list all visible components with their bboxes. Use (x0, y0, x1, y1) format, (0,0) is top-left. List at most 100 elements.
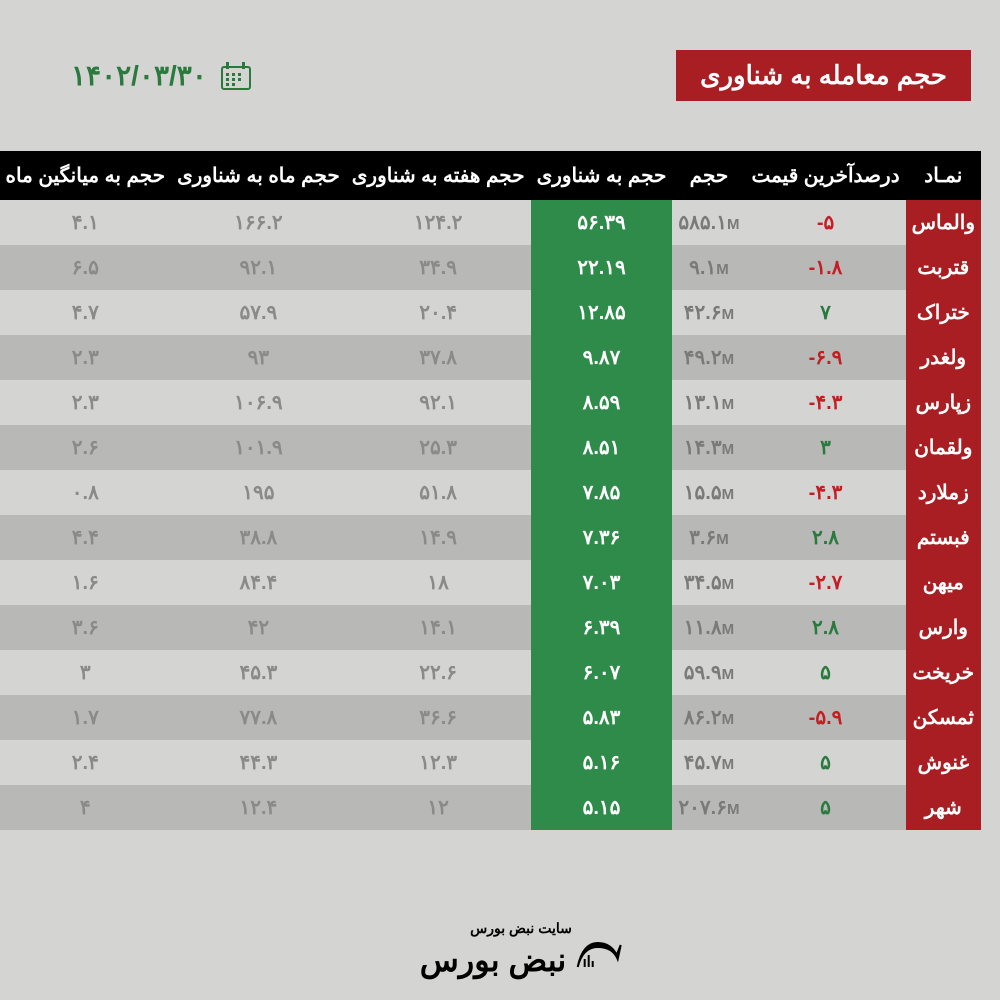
date-display: ۱۴۰۲/۰۳/۳۰ (50, 59, 230, 92)
cell-ratio: ۸.۵۱ (510, 425, 652, 470)
col-vol: حجم (651, 151, 724, 200)
table-row: غنوش۵۴۵.۷M۵.۱۶۱۲.۳۴۴.۳۲.۴ (0, 740, 960, 785)
table-row: ولقمان۳۱۴.۳M۸.۵۱۲۵.۳۱۰۱.۹۲.۶ (0, 425, 960, 470)
table-row: والماس-۵۵۸۵.۱M۵۶.۳۹۱۲۴.۲۱۶۶.۲۴.۱ (0, 200, 960, 245)
cell-month: ۷۷.۸ (150, 695, 325, 740)
cell-week: ۲۰.۴ (325, 290, 510, 335)
cell-ratio: ۵.۱۵ (510, 785, 652, 830)
cell-pct: ۳ (724, 425, 884, 470)
cell-avg: ۴.۴ (0, 515, 150, 560)
cell-pct: ۲.۸ (724, 605, 884, 650)
footer: سایت نبض بورس نبض بورس (399, 920, 602, 980)
cell-avg: ۶.۵ (0, 245, 150, 290)
cell-ratio: ۶.۳۹ (510, 605, 652, 650)
cell-pct: -۲.۷ (724, 560, 884, 605)
page-title: حجم معامله به شناوری (655, 50, 950, 101)
col-avg: حجم به میانگین ماه (0, 151, 150, 200)
cell-ratio: ۶.۰۷ (510, 650, 652, 695)
calendar-icon (200, 62, 230, 90)
cell-vol: ۵۸۵.۱M (651, 200, 724, 245)
cell-symbol: میهن (885, 560, 960, 605)
cell-symbol: ولقمان (885, 425, 960, 470)
cell-symbol: خریخت (885, 650, 960, 695)
bull-icon (551, 939, 601, 980)
cell-month: ۱۲.۴ (150, 785, 325, 830)
cell-month: ۹۲.۱ (150, 245, 325, 290)
cell-vol: ۴۹.۲M (651, 335, 724, 380)
cell-week: ۱۸ (325, 560, 510, 605)
cell-symbol: والماس (885, 200, 960, 245)
cell-week: ۱۲ (325, 785, 510, 830)
cell-pct: -۴.۳ (724, 470, 884, 515)
cell-month: ۱۶۶.۲ (150, 200, 325, 245)
cell-avg: ۲.۳ (0, 335, 150, 380)
footer-logo: نبض بورس (399, 939, 602, 980)
cell-month: ۱۰۶.۹ (150, 380, 325, 425)
cell-vol: ۲۰۷.۶M (651, 785, 724, 830)
cell-ratio: ۷.۸۵ (510, 470, 652, 515)
cell-week: ۲۲.۶ (325, 650, 510, 695)
cell-avg: ۲.۴ (0, 740, 150, 785)
cell-month: ۳۸.۸ (150, 515, 325, 560)
cell-symbol: زپارس (885, 380, 960, 425)
cell-week: ۵۱.۸ (325, 470, 510, 515)
cell-month: ۹۳ (150, 335, 325, 380)
data-table: نمـاد درصدآخرین قیمت حجم حجم به شناوری ح… (0, 151, 960, 830)
table-row: زپارس-۴.۳۱۳.۱M۸.۵۹۹۲.۱۱۰۶.۹۲.۳ (0, 380, 960, 425)
cell-week: ۱۲۴.۲ (325, 200, 510, 245)
cell-vol: ۳.۶M (651, 515, 724, 560)
cell-ratio: ۵۶.۳۹ (510, 200, 652, 245)
cell-week: ۱۴.۹ (325, 515, 510, 560)
cell-ratio: ۵.۸۳ (510, 695, 652, 740)
cell-ratio: ۷.۰۳ (510, 560, 652, 605)
table-row: قتربت-۱.۸۹.۱M۲۲.۱۹۳۴.۹۹۲.۱۶.۵ (0, 245, 960, 290)
cell-ratio: ۱۲.۸۵ (510, 290, 652, 335)
cell-avg: ۴.۱ (0, 200, 150, 245)
cell-pct: ۵ (724, 650, 884, 695)
col-symbol: نمـاد (885, 151, 960, 200)
cell-week: ۲۵.۳ (325, 425, 510, 470)
cell-pct: ۲.۸ (724, 515, 884, 560)
cell-week: ۱۲.۳ (325, 740, 510, 785)
cell-week: ۱۴.۱ (325, 605, 510, 650)
table-row: ختراک۷۴۲.۶M۱۲.۸۵۲۰.۴۵۷.۹۴.۷ (0, 290, 960, 335)
cell-vol: ۱۱.۸M (651, 605, 724, 650)
cell-symbol: ختراک (885, 290, 960, 335)
cell-avg: ۲.۳ (0, 380, 150, 425)
cell-month: ۴۵.۳ (150, 650, 325, 695)
cell-ratio: ۲۲.۱۹ (510, 245, 652, 290)
cell-avg: ۴ (0, 785, 150, 830)
cell-symbol: غنوش (885, 740, 960, 785)
cell-symbol: زملارد (885, 470, 960, 515)
cell-week: ۹۲.۱ (325, 380, 510, 425)
cell-avg: ۴.۷ (0, 290, 150, 335)
cell-month: ۸۴.۴ (150, 560, 325, 605)
cell-pct: ۷ (724, 290, 884, 335)
cell-avg: ۱.۷ (0, 695, 150, 740)
cell-pct: -۵ (724, 200, 884, 245)
cell-vol: ۹.۱M (651, 245, 724, 290)
cell-month: ۱۰۱.۹ (150, 425, 325, 470)
cell-symbol: فبستم (885, 515, 960, 560)
cell-ratio: ۸.۵۹ (510, 380, 652, 425)
cell-vol: ۱۳.۱M (651, 380, 724, 425)
footer-brand: نبض بورس (399, 941, 546, 979)
cell-vol: ۱۵.۵M (651, 470, 724, 515)
cell-week: ۳۷.۸ (325, 335, 510, 380)
cell-month: ۱۹۵ (150, 470, 325, 515)
cell-vol: ۱۴.۳M (651, 425, 724, 470)
cell-symbol: وارس (885, 605, 960, 650)
cell-month: ۴۴.۳ (150, 740, 325, 785)
cell-vol: ۳۴.۵M (651, 560, 724, 605)
cell-avg: ۱.۶ (0, 560, 150, 605)
cell-week: ۳۶.۶ (325, 695, 510, 740)
table-row: وارس۲.۸۱۱.۸M۶.۳۹۱۴.۱۴۲۳.۶ (0, 605, 960, 650)
table-row: فبستم۲.۸۳.۶M۷.۳۶۱۴.۹۳۸.۸۴.۴ (0, 515, 960, 560)
cell-pct: ۵ (724, 785, 884, 830)
date-text: ۱۴۰۲/۰۳/۳۰ (50, 59, 186, 92)
cell-avg: ۰.۸ (0, 470, 150, 515)
cell-vol: ۵۹.۹M (651, 650, 724, 695)
cell-pct: ۵ (724, 740, 884, 785)
col-month: حجم ماه به شناوری (150, 151, 325, 200)
cell-month: ۵۷.۹ (150, 290, 325, 335)
